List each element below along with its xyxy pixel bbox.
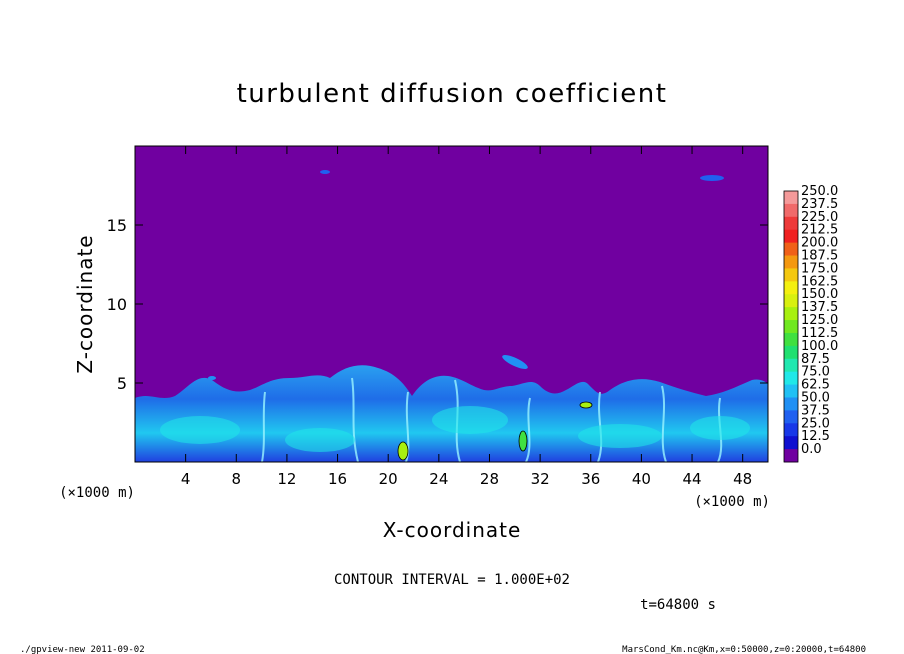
colorbar-swatch <box>784 436 798 450</box>
colorbar-label: 150.0 <box>801 287 838 302</box>
cloud-feature <box>208 376 216 380</box>
x-tick-label: 48 <box>733 470 752 488</box>
colorbar-label: 237.5 <box>801 197 838 212</box>
colorbar-label: 50.0 <box>801 390 830 405</box>
contour-interval-label: CONTOUR INTERVAL = 1.000E+02 <box>334 572 570 588</box>
colorbar-label: 87.5 <box>801 352 830 367</box>
colorbar-swatch <box>784 229 798 244</box>
y-tick-label: 10 <box>107 295 127 314</box>
cloud-feature <box>502 355 528 369</box>
cloud-feature <box>320 170 330 174</box>
hotspot-feature <box>518 430 528 452</box>
colorbar-swatch <box>784 191 798 205</box>
x-axis: 4 8 12 16 20 24 28 32 36 40 44 48 <box>181 146 752 488</box>
x-tick-label: 24 <box>429 470 448 488</box>
colorbar-swatch <box>784 255 798 269</box>
colorbar-label: 137.5 <box>801 300 838 315</box>
y-axis-title: Z-coordinate <box>73 234 97 373</box>
colorbar: 250.0237.5225.0212.5200.0187.5175.0162.5… <box>783 184 838 463</box>
colorbar-label: 175.0 <box>801 261 838 276</box>
colorbar-label: 75.0 <box>801 365 830 380</box>
colorbar-label: 62.5 <box>801 378 830 393</box>
y-tick-label: 15 <box>107 216 127 235</box>
x-unit-label-left: (×1000 m) <box>59 485 135 501</box>
chart-title: turbulent diffusion coefficient <box>237 79 668 109</box>
colorbar-label: 225.0 <box>801 210 838 225</box>
x-axis-title: X-coordinate <box>383 518 522 542</box>
colorbar-label: 162.5 <box>801 274 838 289</box>
cloud-feature <box>700 175 724 181</box>
plot-area <box>134 145 769 463</box>
x-tick-label: 40 <box>632 470 651 488</box>
colorbar-swatch <box>784 371 798 385</box>
colorbar-swatch <box>784 332 798 347</box>
x-tick-label: 20 <box>379 470 398 488</box>
colorbar-label: 212.5 <box>801 223 838 238</box>
x-tick-label: 44 <box>682 470 701 488</box>
cyan-patches <box>160 406 750 452</box>
colorbar-swatch <box>784 397 798 411</box>
colorbar-label: 0.0 <box>801 442 822 457</box>
colorbar-swatch <box>784 384 798 398</box>
colorbar-label: 200.0 <box>801 236 838 251</box>
y-axis: 5 10 15 <box>107 216 768 393</box>
x-tick-label: 36 <box>581 470 600 488</box>
colorbar-swatch <box>784 203 798 218</box>
colorbar-label: 12.5 <box>801 429 830 444</box>
x-tick-label: 16 <box>328 470 347 488</box>
colorbar-swatch <box>784 358 798 373</box>
colorbar-label: 25.0 <box>801 416 830 431</box>
x-tick-label: 4 <box>181 470 191 488</box>
colorbar-swatch <box>784 281 798 295</box>
colorbar-swatch <box>784 307 798 321</box>
time-label: t=64800 s <box>640 597 716 613</box>
colorbar-swatch <box>784 242 798 256</box>
hotspot-feature <box>397 441 409 461</box>
colorbar-swatch <box>784 268 798 282</box>
colorbar-label: 187.5 <box>801 249 838 264</box>
colorbar-swatch <box>784 345 798 360</box>
colorbar-swatch <box>784 294 798 308</box>
x-unit-label-right: (×1000 m) <box>694 494 770 510</box>
colorbar-swatch <box>784 320 798 334</box>
footer-left: ./gpview-new 2011-09-02 <box>20 645 145 654</box>
colorbar-label: 250.0 <box>801 184 838 199</box>
x-tick-label: 12 <box>277 470 296 488</box>
colorbar-swatch <box>784 410 798 424</box>
colorbar-swatch <box>784 423 798 437</box>
y-tick-label: 5 <box>117 374 127 393</box>
colorbar-frame <box>783 190 799 463</box>
colorbar-label: 125.0 <box>801 313 838 328</box>
colorbar-swatch <box>784 449 798 463</box>
hotspot-feature <box>579 401 593 409</box>
colorbar-swatch <box>784 216 798 231</box>
x-tick-label: 8 <box>232 470 242 488</box>
colorbar-label: 100.0 <box>801 339 838 354</box>
colorbar-label: 37.5 <box>801 403 830 418</box>
x-tick-label: 28 <box>480 470 499 488</box>
footer-right: MarsCond_Km.nc@Km,x=0:50000,z=0:20000,t=… <box>622 645 866 654</box>
turbulent-layer <box>135 170 768 462</box>
colorbar-label: 112.5 <box>801 326 838 341</box>
x-tick-label: 32 <box>531 470 550 488</box>
